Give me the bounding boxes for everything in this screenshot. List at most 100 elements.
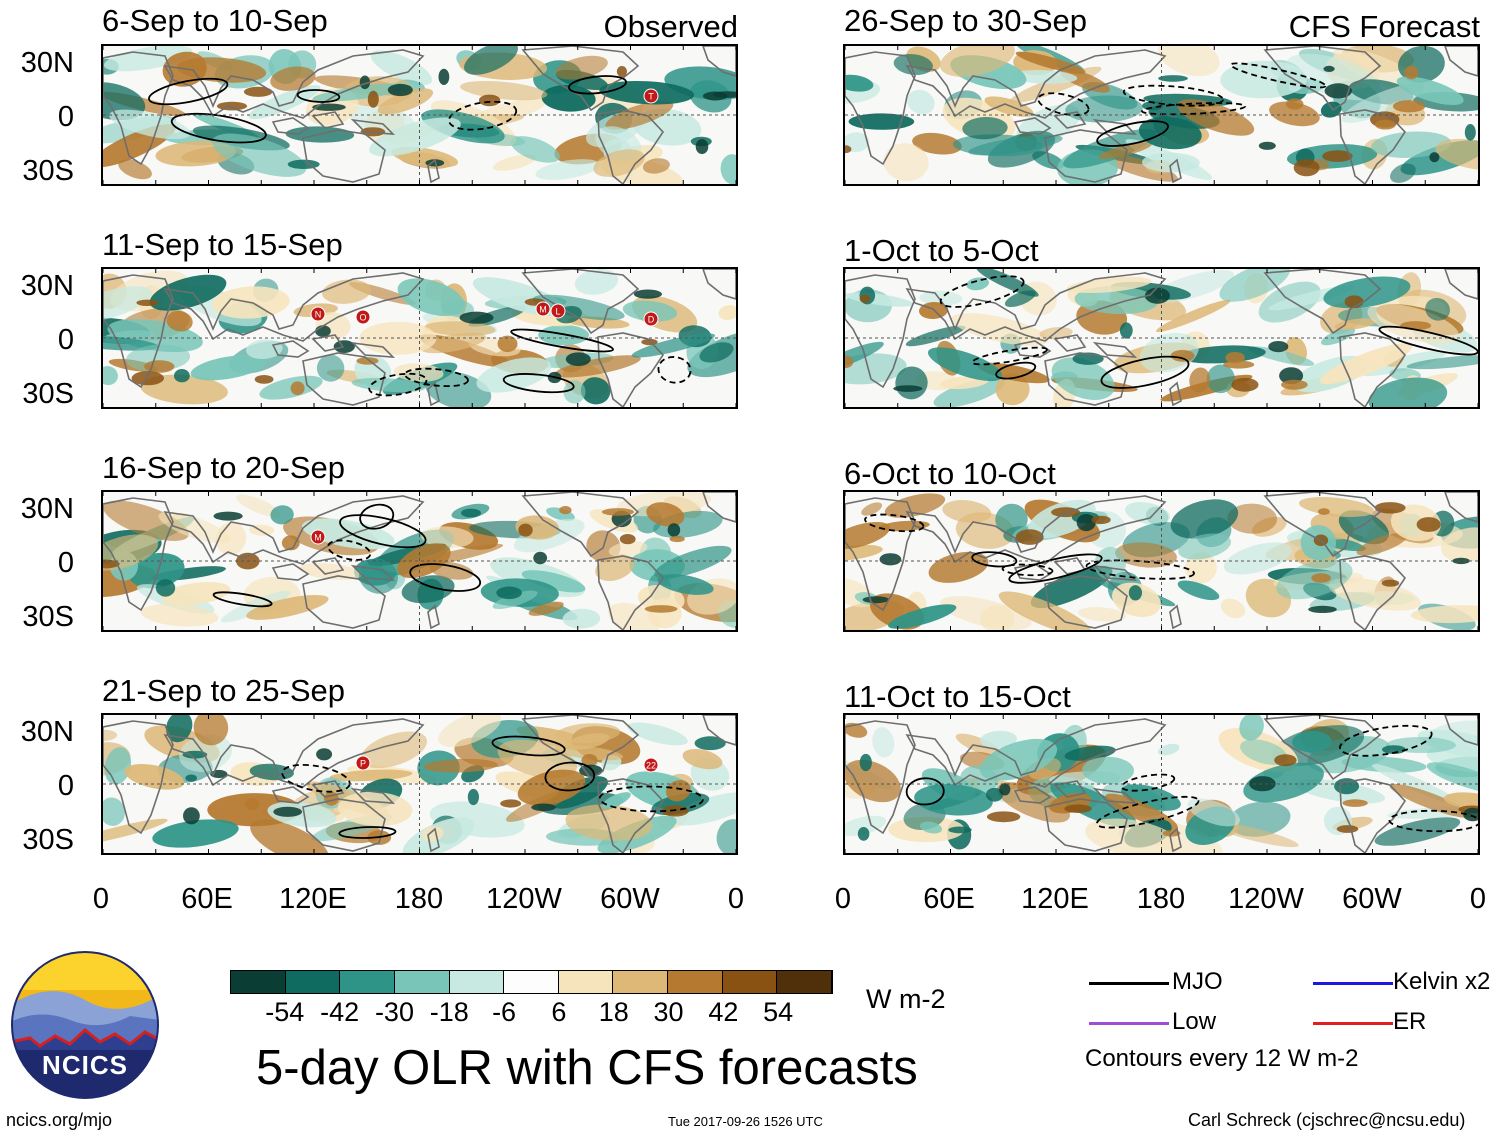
olr-anomaly-map: M xyxy=(103,492,736,630)
panel-title-r3: 11-Oct to 15-Oct xyxy=(844,679,1071,714)
colorbar-tick-label: 42 xyxy=(708,997,739,1027)
lon-label: 60W xyxy=(1342,883,1402,915)
colorbar-swatch xyxy=(613,971,669,993)
colorbar-swatch xyxy=(504,971,559,993)
lat-label: 0 xyxy=(57,547,74,579)
svg-text:T: T xyxy=(648,92,654,102)
colorbar-tick-label: 30 xyxy=(653,997,684,1027)
svg-text:M: M xyxy=(314,533,322,543)
map-panel-observed-4: 22 P xyxy=(101,713,738,855)
forecast-header: CFS Forecast xyxy=(1288,9,1480,44)
lat-label: 30N xyxy=(20,47,74,79)
map-panel-forecast-2 xyxy=(843,267,1480,409)
svg-text:M: M xyxy=(539,305,547,315)
colorbar-swatch xyxy=(558,971,614,993)
map-panel-observed-3: M xyxy=(101,490,738,632)
olr-anomaly-map xyxy=(845,492,1478,630)
colorbar-tick-label: -54 xyxy=(265,997,305,1027)
legend-er: ER xyxy=(1393,1008,1427,1035)
svg-text:N: N xyxy=(315,310,322,320)
panel-title-l1: 11-Sep to 15-Sep xyxy=(102,227,343,262)
map-panel-forecast-4 xyxy=(843,713,1480,855)
map-panel-observed-1: T xyxy=(101,44,738,186)
colorbar-tick-label: -18 xyxy=(429,997,469,1027)
ncics-logo: NCICS xyxy=(10,950,160,1100)
svg-text:L: L xyxy=(555,307,560,317)
colorbar-tick-label: 18 xyxy=(598,997,629,1027)
lon-label: 60E xyxy=(181,883,233,915)
panel-title-l0: 6-Sep to 10-Sep xyxy=(102,3,328,38)
olr-anomaly-map: 22 P xyxy=(103,715,736,853)
colorbar-tick-label: -6 xyxy=(492,997,517,1027)
storm-marker: M xyxy=(310,529,326,545)
olr-anomaly-map: D O N M L xyxy=(103,269,736,407)
lat-label: 30S xyxy=(22,155,74,187)
lon-label: 60W xyxy=(600,883,660,915)
lon-label: 60E xyxy=(923,883,975,915)
storm-marker: D xyxy=(643,311,659,327)
legend-note: Contours every 12 W m-2 xyxy=(1085,1045,1359,1072)
svg-text:O: O xyxy=(359,313,366,323)
colorbar-swatch xyxy=(668,971,723,993)
olr-anomaly-map: T xyxy=(103,46,736,184)
lon-label: 0 xyxy=(834,883,852,915)
svg-text:22: 22 xyxy=(646,761,656,771)
legend-er-line xyxy=(1313,1022,1393,1025)
lon-label: 120W xyxy=(486,883,562,915)
lon-label: 0 xyxy=(1469,883,1487,915)
colorbar-swatch xyxy=(722,971,778,993)
svg-text:P: P xyxy=(360,759,366,769)
colorbar-tick-label: 54 xyxy=(763,997,794,1027)
legend-mjo-line xyxy=(1089,982,1169,985)
lat-label: 30N xyxy=(20,270,74,302)
storm-marker: 22 xyxy=(643,757,659,773)
panel-title-r0: 26-Sep to 30-Sep xyxy=(844,3,1088,38)
lon-label: 0 xyxy=(92,883,110,915)
legend-kelvin-line xyxy=(1313,982,1393,985)
storm-marker: L xyxy=(550,303,566,319)
colorbar-tick-label: -42 xyxy=(320,997,360,1027)
colorbar-swatch xyxy=(231,971,286,993)
lon-label: 120E xyxy=(279,883,347,915)
lon-label: 180 xyxy=(394,883,444,915)
main-title: 5-day OLR with CFS forecasts xyxy=(256,1041,918,1095)
lat-label: 0 xyxy=(57,770,74,802)
colorbar-swatch xyxy=(285,971,341,993)
lon-label: 0 xyxy=(727,883,745,915)
colorbar-swatch xyxy=(777,971,833,993)
colorbar-tick-label: -30 xyxy=(374,997,414,1027)
olr-colorbar xyxy=(230,970,833,994)
logo-text: NCICS xyxy=(42,1050,128,1080)
colorbar-units: W m-2 xyxy=(866,984,946,1014)
legend-kelvin: Kelvin x2 xyxy=(1393,968,1491,995)
map-panel-forecast-1 xyxy=(843,44,1480,186)
panel-title-l2: 16-Sep to 20-Sep xyxy=(102,450,346,485)
legend-mjo: MJO xyxy=(1172,968,1223,995)
footer-timestamp: Tue 2017-09-26 1526 UTC xyxy=(668,1114,823,1129)
footer-url[interactable]: ncics.org/mjo xyxy=(6,1110,113,1130)
storm-marker: N xyxy=(310,306,326,322)
observed-header: Observed xyxy=(603,9,738,44)
panel-title-r1: 1-Oct to 5-Oct xyxy=(844,233,1039,268)
map-panel-forecast-3 xyxy=(843,490,1480,632)
panel-title-l3: 21-Sep to 25-Sep xyxy=(102,673,346,708)
storm-marker: M xyxy=(535,301,551,317)
lat-label: 30N xyxy=(20,716,74,748)
lat-label: 30S xyxy=(22,601,74,633)
footer-credit: Carl Schreck (cjschrec@ncsu.edu) xyxy=(1188,1110,1466,1130)
legend-low-line xyxy=(1089,1022,1169,1025)
colorbar-swatch xyxy=(394,971,450,993)
svg-text:D: D xyxy=(648,315,655,325)
lon-label: 180 xyxy=(1136,883,1186,915)
lat-label: 30N xyxy=(20,493,74,525)
lon-label: 120W xyxy=(1228,883,1304,915)
colorbar-swatch xyxy=(449,971,505,993)
storm-marker: P xyxy=(355,755,371,771)
olr-anomaly-map xyxy=(845,269,1478,407)
colorbar-tick-label: 6 xyxy=(551,997,567,1027)
storm-marker: T xyxy=(643,88,659,104)
lat-label: 30S xyxy=(22,824,74,856)
colorbar-swatch xyxy=(340,971,395,993)
storm-marker: O xyxy=(355,309,371,325)
